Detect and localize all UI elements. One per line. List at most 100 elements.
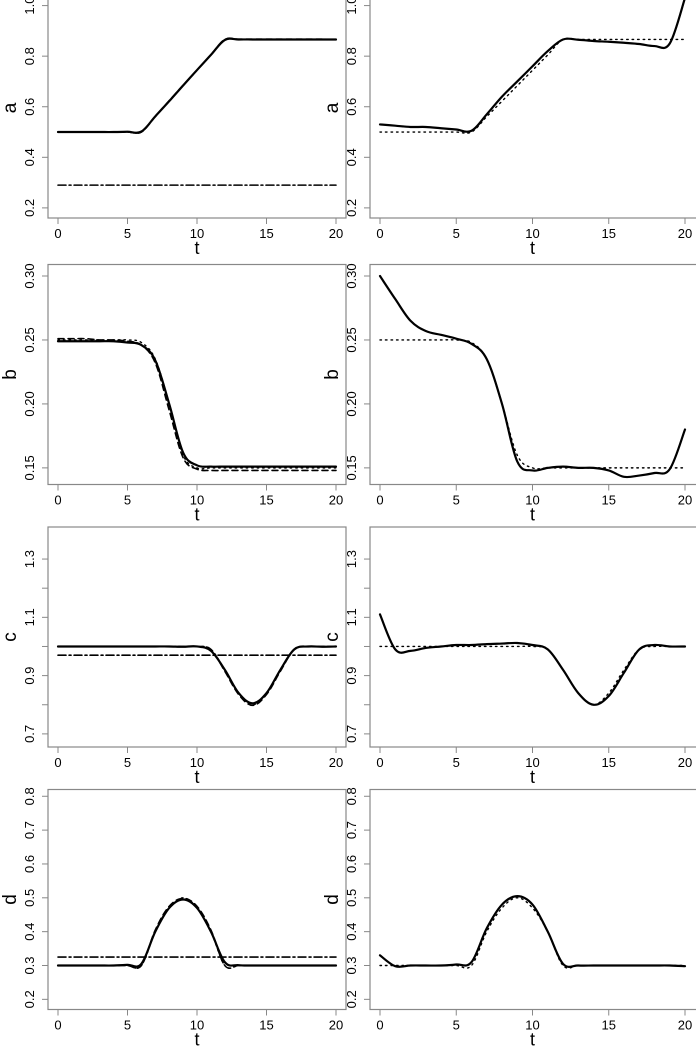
y-tick-label: 0.2 [22, 990, 37, 1008]
plot-frame [369, 526, 696, 748]
x-tick-label: 5 [453, 493, 460, 508]
y-tick-label: 0.8 [344, 47, 359, 65]
series-line-dotted [57, 37, 337, 134]
y-tick-label: 0.7 [22, 725, 37, 743]
x-tick-label: 20 [678, 493, 692, 508]
x-tick-label: 10 [190, 226, 204, 241]
plot-frame [369, 0, 696, 219]
x-tick-label: 0 [376, 493, 383, 508]
x-tick-label: 15 [259, 1018, 273, 1033]
x-axis-label: t [194, 767, 199, 787]
series-group [378, 0, 686, 134]
y-tick-label: 0.25 [344, 327, 359, 352]
series-line-dashed [57, 337, 337, 472]
y-tick-label: 0.2 [22, 199, 37, 217]
y-tick-label: 0.5 [344, 889, 359, 907]
x-tick-label: 15 [602, 226, 616, 241]
series-group [56, 337, 338, 472]
y-tick-label: 0.2 [344, 199, 359, 217]
x-tick-label: 20 [678, 755, 692, 770]
x-tick-label: 10 [525, 226, 539, 241]
x-axis-label: t [194, 238, 199, 258]
y-tick-label: 0.3 [22, 956, 37, 974]
y-tick-label: 0.9 [344, 667, 359, 685]
plot-frame [47, 526, 347, 748]
series-line-solid [56, 898, 338, 968]
y-tick-label: 0.30 [22, 263, 37, 288]
series-group [56, 645, 338, 707]
y-axis-label: a [0, 102, 21, 113]
y-tick-label: 1.3 [344, 550, 359, 568]
y-tick-label: 0.7 [344, 725, 359, 743]
x-axis-label: t [530, 1030, 535, 1050]
y-axis-label: c [0, 632, 21, 642]
y-tick-label: 0.6 [344, 98, 359, 116]
y-tick-label: 0.30 [344, 263, 359, 288]
series-line-dotted [379, 37, 686, 134]
x-tick-label: 0 [376, 755, 383, 770]
y-tick-label: 1.3 [22, 550, 37, 568]
series-line-solid [56, 340, 338, 468]
x-tick-label: 10 [190, 1018, 204, 1033]
series-line-solid [378, 274, 687, 479]
x-tick-label: 15 [602, 755, 616, 770]
panel-c-left: 0 5 10 15 20 0.7 0.9 1.1 1.3 t c [0, 526, 347, 787]
y-axis-label: b [322, 369, 343, 380]
y-axis-label: b [0, 369, 21, 380]
x-tick-label: 10 [190, 493, 204, 508]
series-line-dotted [379, 339, 686, 470]
y-axis-label: c [322, 632, 343, 642]
y-tick-label: 1.0 [22, 0, 37, 15]
x-tick-label: 0 [54, 226, 61, 241]
series-group [378, 274, 687, 479]
x-tick-label: 0 [54, 493, 61, 508]
series-group [378, 895, 687, 969]
x-tick-label: 10 [190, 755, 204, 770]
x-tick-label: 10 [525, 755, 539, 770]
x-tick-label: 20 [329, 493, 343, 508]
x-tick-label: 15 [259, 493, 273, 508]
x-tick-label: 0 [54, 755, 61, 770]
panel-d-right: 0 5 10 15 200.20.30.40.50.60.70.8td [322, 787, 696, 1050]
y-tick-label: 1.0 [344, 0, 359, 15]
y-tick-label: 0.4 [344, 148, 359, 166]
x-tick-label: 0 [376, 226, 383, 241]
series-line-dotted [379, 645, 686, 706]
x-tick-label: 5 [453, 226, 460, 241]
x-tick-label: 20 [678, 226, 692, 241]
x-tick-label: 5 [453, 1018, 460, 1033]
plot-frame [47, 788, 347, 1011]
x-axis-label: t [194, 505, 199, 525]
y-tick-label: 0.4 [344, 923, 359, 941]
x-tick-label: 20 [329, 755, 343, 770]
y-axis-label: d [322, 894, 343, 905]
series-line-dotted [379, 897, 686, 969]
y-tick-label: 0.20 [22, 391, 37, 416]
x-tick-label: 10 [525, 493, 539, 508]
series-line-solid [378, 0, 686, 133]
plot-frame [369, 788, 696, 1011]
y-tick-label: 0.7 [344, 821, 359, 839]
y-tick-label: 0.15 [22, 455, 37, 480]
series-line-solid [378, 613, 687, 706]
series-line-solid [378, 895, 687, 968]
x-tick-label: 20 [329, 226, 343, 241]
x-axis-label: t [530, 505, 535, 525]
y-tick-label: 0.2 [344, 990, 359, 1008]
x-tick-label: 5 [124, 1018, 131, 1033]
y-tick-label: 1.1 [344, 608, 359, 626]
plot-frame [369, 263, 696, 486]
panel-a-right: 0 5 10 15 200.20.40.60.81.0ta [322, 0, 696, 258]
y-tick-label: 0.6 [22, 98, 37, 116]
y-axis-label: d [0, 894, 21, 905]
y-tick-label: 0.8 [22, 47, 37, 65]
y-tick-label: 0.9 [22, 667, 37, 685]
series-group [56, 897, 338, 970]
x-tick-label: 15 [602, 493, 616, 508]
series-line-solid [56, 645, 338, 705]
y-tick-label: 0.5 [22, 889, 37, 907]
series-line-solid [56, 37, 338, 134]
x-tick-label: 20 [678, 1018, 692, 1033]
x-axis-label: t [194, 1030, 199, 1050]
